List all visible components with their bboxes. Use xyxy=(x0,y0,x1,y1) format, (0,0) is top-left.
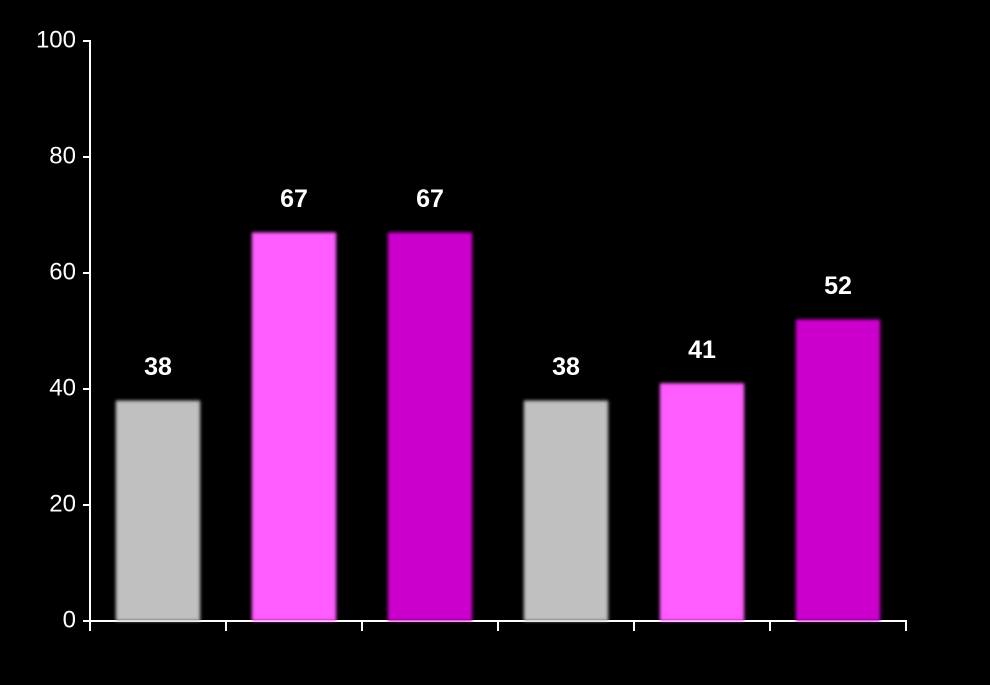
value-label: 52 xyxy=(824,272,852,300)
y-tick-label: 0 xyxy=(63,606,76,633)
y-tick-label: 40 xyxy=(49,374,76,401)
bar xyxy=(795,319,881,621)
bar xyxy=(115,400,201,621)
y-tick-label: 60 xyxy=(49,258,76,285)
bar xyxy=(523,400,609,621)
value-label: 41 xyxy=(688,336,716,364)
value-label: 38 xyxy=(552,353,580,381)
y-tick-label: 20 xyxy=(49,490,76,517)
value-label: 67 xyxy=(416,185,444,213)
value-label: 67 xyxy=(280,185,308,213)
bar xyxy=(251,232,337,621)
value-label: 38 xyxy=(144,353,172,381)
y-tick-label: 100 xyxy=(36,26,76,53)
y-tick-label: 80 xyxy=(49,142,76,169)
bar xyxy=(659,383,745,621)
bar xyxy=(387,232,473,621)
